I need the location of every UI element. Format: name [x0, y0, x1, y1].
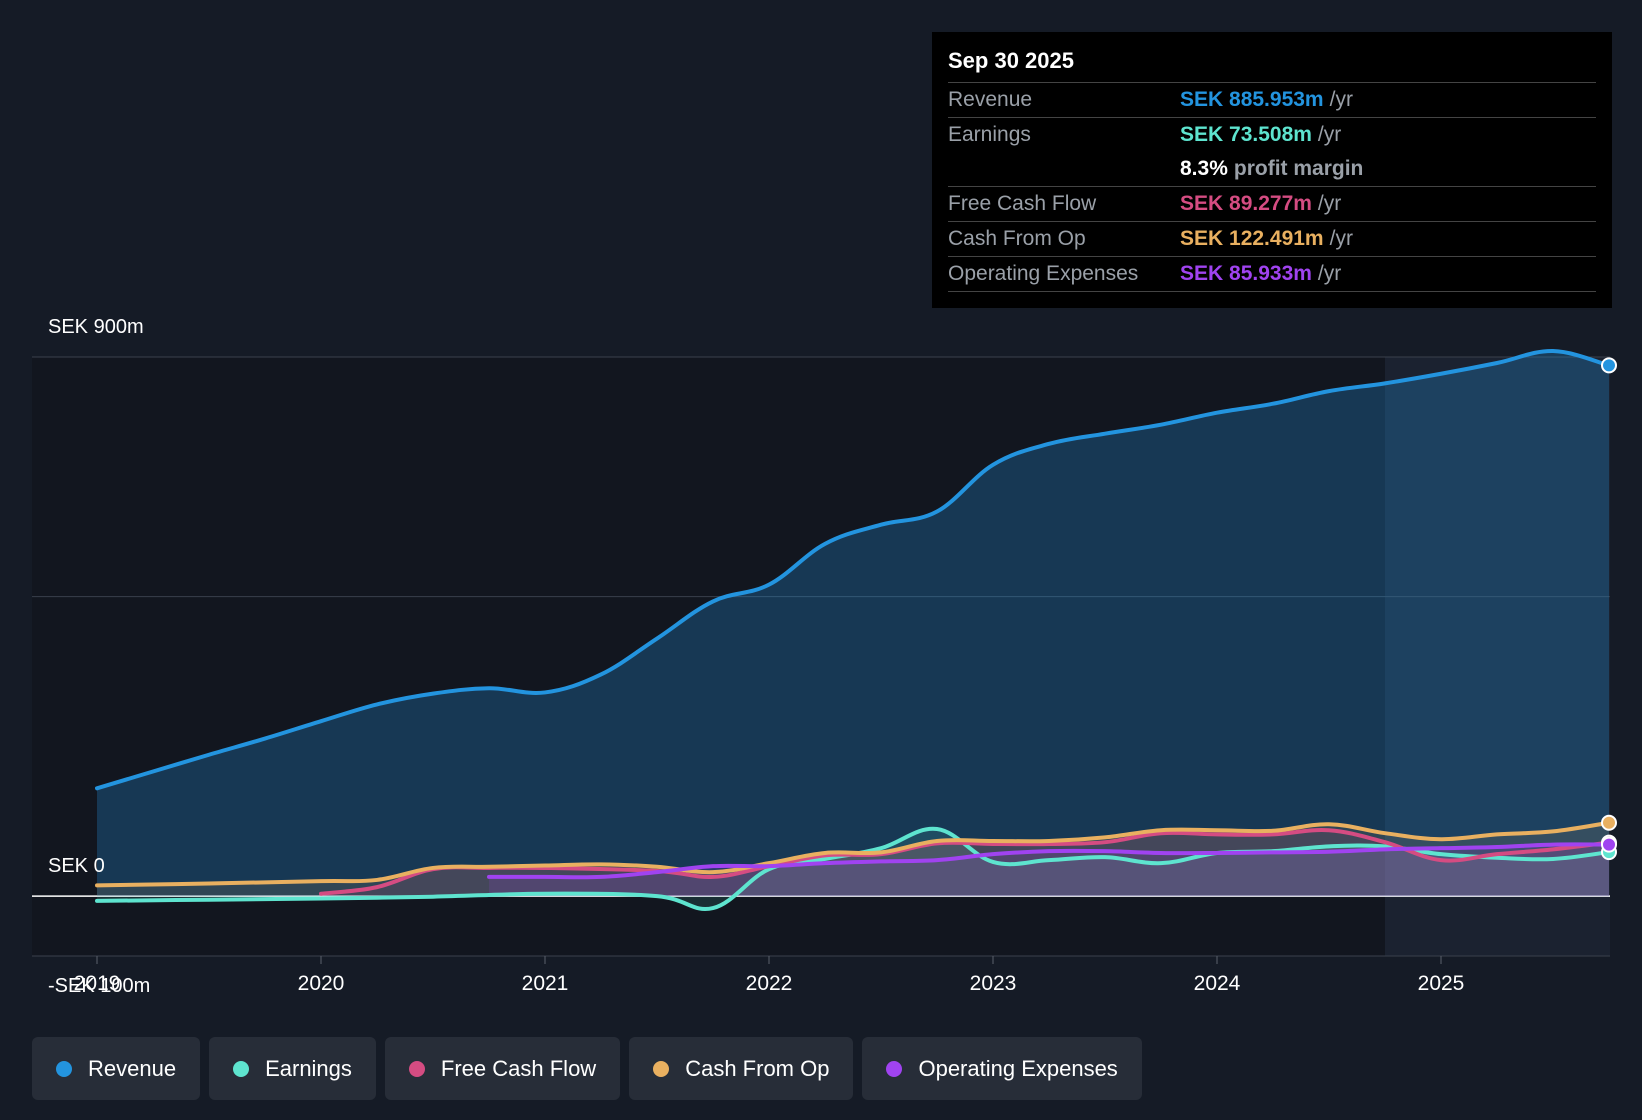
tooltip-row-fcf: Free Cash Flow SEK 89.277m /yr	[948, 187, 1596, 222]
legend-dot-icon	[408, 1060, 425, 1077]
area-fcf	[321, 829, 1609, 897]
legend-dot-icon	[886, 1060, 903, 1077]
series-end-markers	[1601, 357, 1617, 861]
gridlines	[32, 356, 1610, 957]
area-opex	[489, 844, 1609, 897]
legend-operating-expenses[interactable]: Operating Expenses	[862, 1037, 1142, 1100]
legend-free-cash-flow[interactable]: Free Cash Flow	[384, 1037, 621, 1100]
tooltip-row-earnings: Earnings SEK 73.508m /yr	[948, 118, 1596, 152]
tooltip-unit: /yr	[1329, 88, 1353, 111]
legend-dot-icon	[233, 1060, 250, 1077]
series-lines	[95, 349, 1611, 912]
tooltip-label: Revenue	[948, 88, 1033, 111]
legend-cash-from-op[interactable]: Cash From Op	[629, 1037, 854, 1100]
line-revenue	[95, 349, 1611, 791]
tooltip-unit: /yr	[1317, 123, 1342, 146]
tooltip-label	[948, 152, 1180, 186]
tooltip-value: SEK 85.933m	[1180, 262, 1312, 285]
area-revenue	[97, 350, 1609, 897]
line-opex	[487, 842, 1611, 880]
tooltip-label: Operating Expenses	[948, 262, 1139, 285]
tooltip-date: Sep 30 2025	[948, 46, 1596, 83]
line-cfo	[95, 820, 1611, 888]
y-axis: SEK 900m SEK 0 -SEK 100m	[48, 316, 150, 997]
x-tick-label: 2022	[746, 972, 793, 995]
y-tick-label: SEK 0	[48, 855, 105, 877]
x-tick-label: 2023	[970, 972, 1017, 995]
tooltip-row-revenue: Revenue SEK 885.953m /yr	[948, 83, 1596, 118]
tooltip-value: 8.3%	[1180, 157, 1228, 180]
legend: Revenue Earnings Free Cash Flow Cash Fro…	[32, 1037, 1142, 1100]
y-tick-label: SEK 900m	[48, 316, 144, 338]
legend-dot-icon	[56, 1060, 72, 1077]
tooltip-value: SEK 885.953m	[1180, 88, 1324, 111]
line-earnings	[95, 826, 1611, 912]
end-marker-cfo	[1601, 814, 1617, 831]
tooltip-value: SEK 73.508m	[1180, 123, 1312, 146]
tooltip-value: SEK 122.491m	[1180, 227, 1324, 250]
x-tick-label: 2021	[522, 972, 569, 995]
tooltip-label: Cash From Op	[948, 227, 1086, 250]
area-cfo	[97, 822, 1609, 897]
y-tick-label: -SEK 100m	[48, 975, 150, 997]
tooltip-row-margin: 8.3% profit margin	[948, 152, 1596, 187]
legend-label: Revenue	[88, 1055, 177, 1081]
tooltip-unit: /yr	[1317, 192, 1342, 215]
tooltip-label: Free Cash Flow	[948, 192, 1097, 215]
x-tick-label: 2019	[74, 972, 121, 995]
x-tick-label: 2024	[1194, 972, 1241, 995]
tooltip-unit: /yr	[1317, 262, 1342, 285]
plot-background	[32, 357, 1385, 956]
legend-label: Operating Expenses	[918, 1055, 1118, 1081]
legend-dot-icon	[653, 1060, 670, 1077]
x-tick-label: 2020	[298, 972, 345, 995]
legend-revenue[interactable]: Revenue	[32, 1037, 201, 1100]
end-marker-revenue	[1601, 357, 1617, 374]
tooltip-unit: /yr	[1329, 227, 1353, 250]
series-areas	[97, 350, 1609, 910]
end-marker-opex	[1601, 836, 1617, 853]
legend-label: Cash From Op	[685, 1055, 830, 1081]
x-tick-label: 2025	[1418, 972, 1465, 995]
x-axis: 2019 2020 2021 2022 2023 2024 2025	[74, 956, 1465, 995]
tooltip-row-cfo: Cash From Op SEK 122.491m /yr	[948, 222, 1596, 257]
legend-label: Free Cash Flow	[440, 1055, 597, 1081]
legend-label: Earnings	[265, 1055, 352, 1081]
tooltip-row-opex: Operating Expenses SEK 85.933m /yr	[948, 257, 1596, 292]
area-earnings	[97, 828, 1609, 910]
tooltip-value: SEK 89.277m	[1180, 192, 1312, 215]
tooltip-unit: profit margin	[1233, 157, 1364, 180]
tooltip-label: Earnings	[948, 123, 1031, 146]
legend-earnings[interactable]: Earnings	[209, 1037, 376, 1100]
tooltip-panel: Sep 30 2025 Revenue SEK 885.953m /yr Ear…	[932, 32, 1612, 308]
